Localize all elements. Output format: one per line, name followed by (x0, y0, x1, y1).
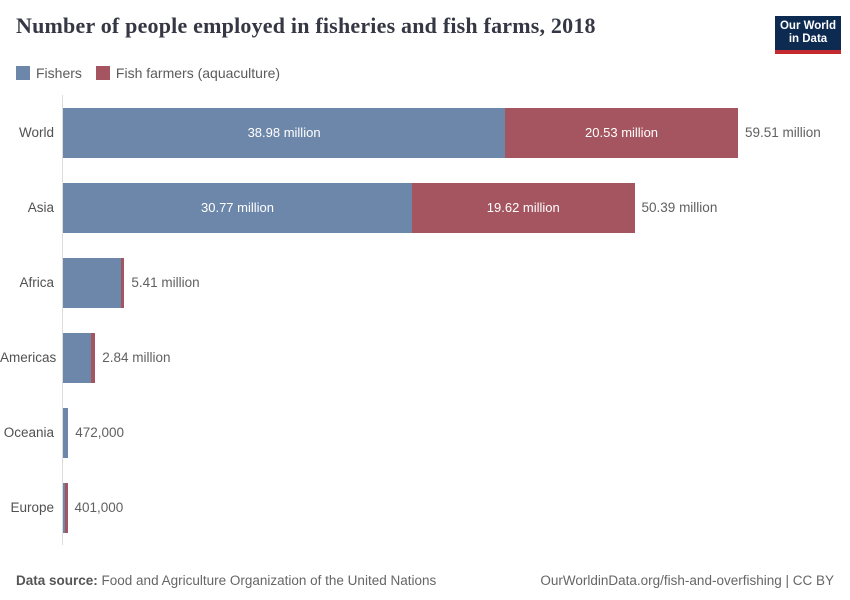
bar-segment-fishers[interactable] (63, 407, 69, 458)
total-value-label: 59.51 million (744, 125, 821, 140)
category-label: Europe (10, 500, 54, 515)
bar-row-world: World 38.98 million 20.53 million 59.51 mil… (0, 95, 850, 170)
bar-segment-fishers[interactable] (63, 332, 91, 383)
owid-logo-line1: Our World (779, 20, 836, 33)
bar-segment-fish-farmers-aquaculture[interactable] (65, 482, 68, 533)
bar-row-oceania: Oceania 472,000 (0, 395, 850, 470)
bar-segment-fishers[interactable]: 30.77 million (63, 182, 412, 233)
total-value-label: 50.39 million (641, 200, 718, 215)
bar-row-americas: Americas 2.84 million (0, 320, 850, 395)
data-source-note: Data source: Food and Agriculture Organi… (16, 573, 436, 588)
bar-segment-fish-farmers-aquaculture[interactable]: 19.62 million (412, 182, 635, 233)
category-label: Americas (0, 350, 57, 365)
segment-value-label: 30.77 million (201, 200, 274, 215)
bar-segment-fish-farmers-aquaculture[interactable] (90, 332, 96, 383)
category-label: Africa (19, 275, 54, 290)
total-value-label: 5.41 million (131, 275, 200, 290)
total-value-label: 2.84 million (102, 350, 171, 365)
legend-item-fish-farmers-aquaculture[interactable]: Fish farmers (aquaculture) (95, 65, 281, 81)
total-value-label: 401,000 (74, 500, 124, 515)
plot-area: 2.84 million (62, 320, 850, 395)
plot-area: 38.98 million 20.53 million 59.51 million (62, 95, 850, 170)
bar-segment-fishers[interactable] (63, 257, 121, 308)
segment-value-label: 38.98 million (247, 125, 321, 140)
legend: Fishers Fish farmers (aquaculture) (16, 65, 280, 81)
segment-value-label: 19.62 million (486, 200, 560, 215)
owid-logo[interactable]: Our World in Data (775, 16, 841, 54)
bar-segment-fishers[interactable]: 38.98 million (63, 107, 506, 158)
bar-segment-fish-farmers-aquaculture[interactable]: 20.53 million (505, 107, 738, 158)
bar-segment-fishers[interactable] (63, 482, 66, 533)
legend-swatch-icon (95, 66, 110, 80)
legend-item-fishers[interactable]: Fishers (16, 65, 82, 81)
legend-label: Fishers (36, 65, 82, 81)
owid-url-link[interactable]: OurWorldinData.org/fish-and-overfishing … (540, 573, 834, 588)
bar-segment-fish-farmers-aquaculture[interactable] (120, 257, 125, 308)
legend-label: Fish farmers (aquaculture) (115, 65, 281, 81)
category-label: Oceania (3, 425, 54, 440)
bar-row-europe: Europe 401,000 (0, 470, 850, 545)
plot-area: 472,000 (62, 395, 850, 470)
category-label: Asia (27, 200, 54, 215)
bar-row-africa: Africa 5.41 million (0, 245, 850, 320)
stacked-bar-chart: World 38.98 million 20.53 million 59.51 mil… (0, 95, 850, 545)
bar-row-asia: Asia 30.77 million 19.62 million 50.39 mill… (0, 170, 850, 245)
category-label: World (18, 125, 54, 140)
plot-area: 30.77 million 19.62 million 50.39 million (62, 170, 850, 245)
chart-footer: Data source: Food and Agriculture Organi… (16, 573, 834, 588)
data-source-text: Food and Agriculture Organization of the… (97, 573, 437, 588)
total-value-label: 472,000 (75, 425, 125, 440)
plot-area: 401,000 (62, 470, 850, 545)
legend-swatch-icon (16, 66, 30, 80)
segment-value-label: 20.53 million (585, 125, 659, 140)
page-title: Number of people employed in fisheries a… (16, 13, 596, 38)
data-source-label: Data source: (16, 573, 98, 588)
owid-logo-line2: in Data (788, 33, 828, 45)
plot-area: 5.41 million (62, 245, 850, 320)
